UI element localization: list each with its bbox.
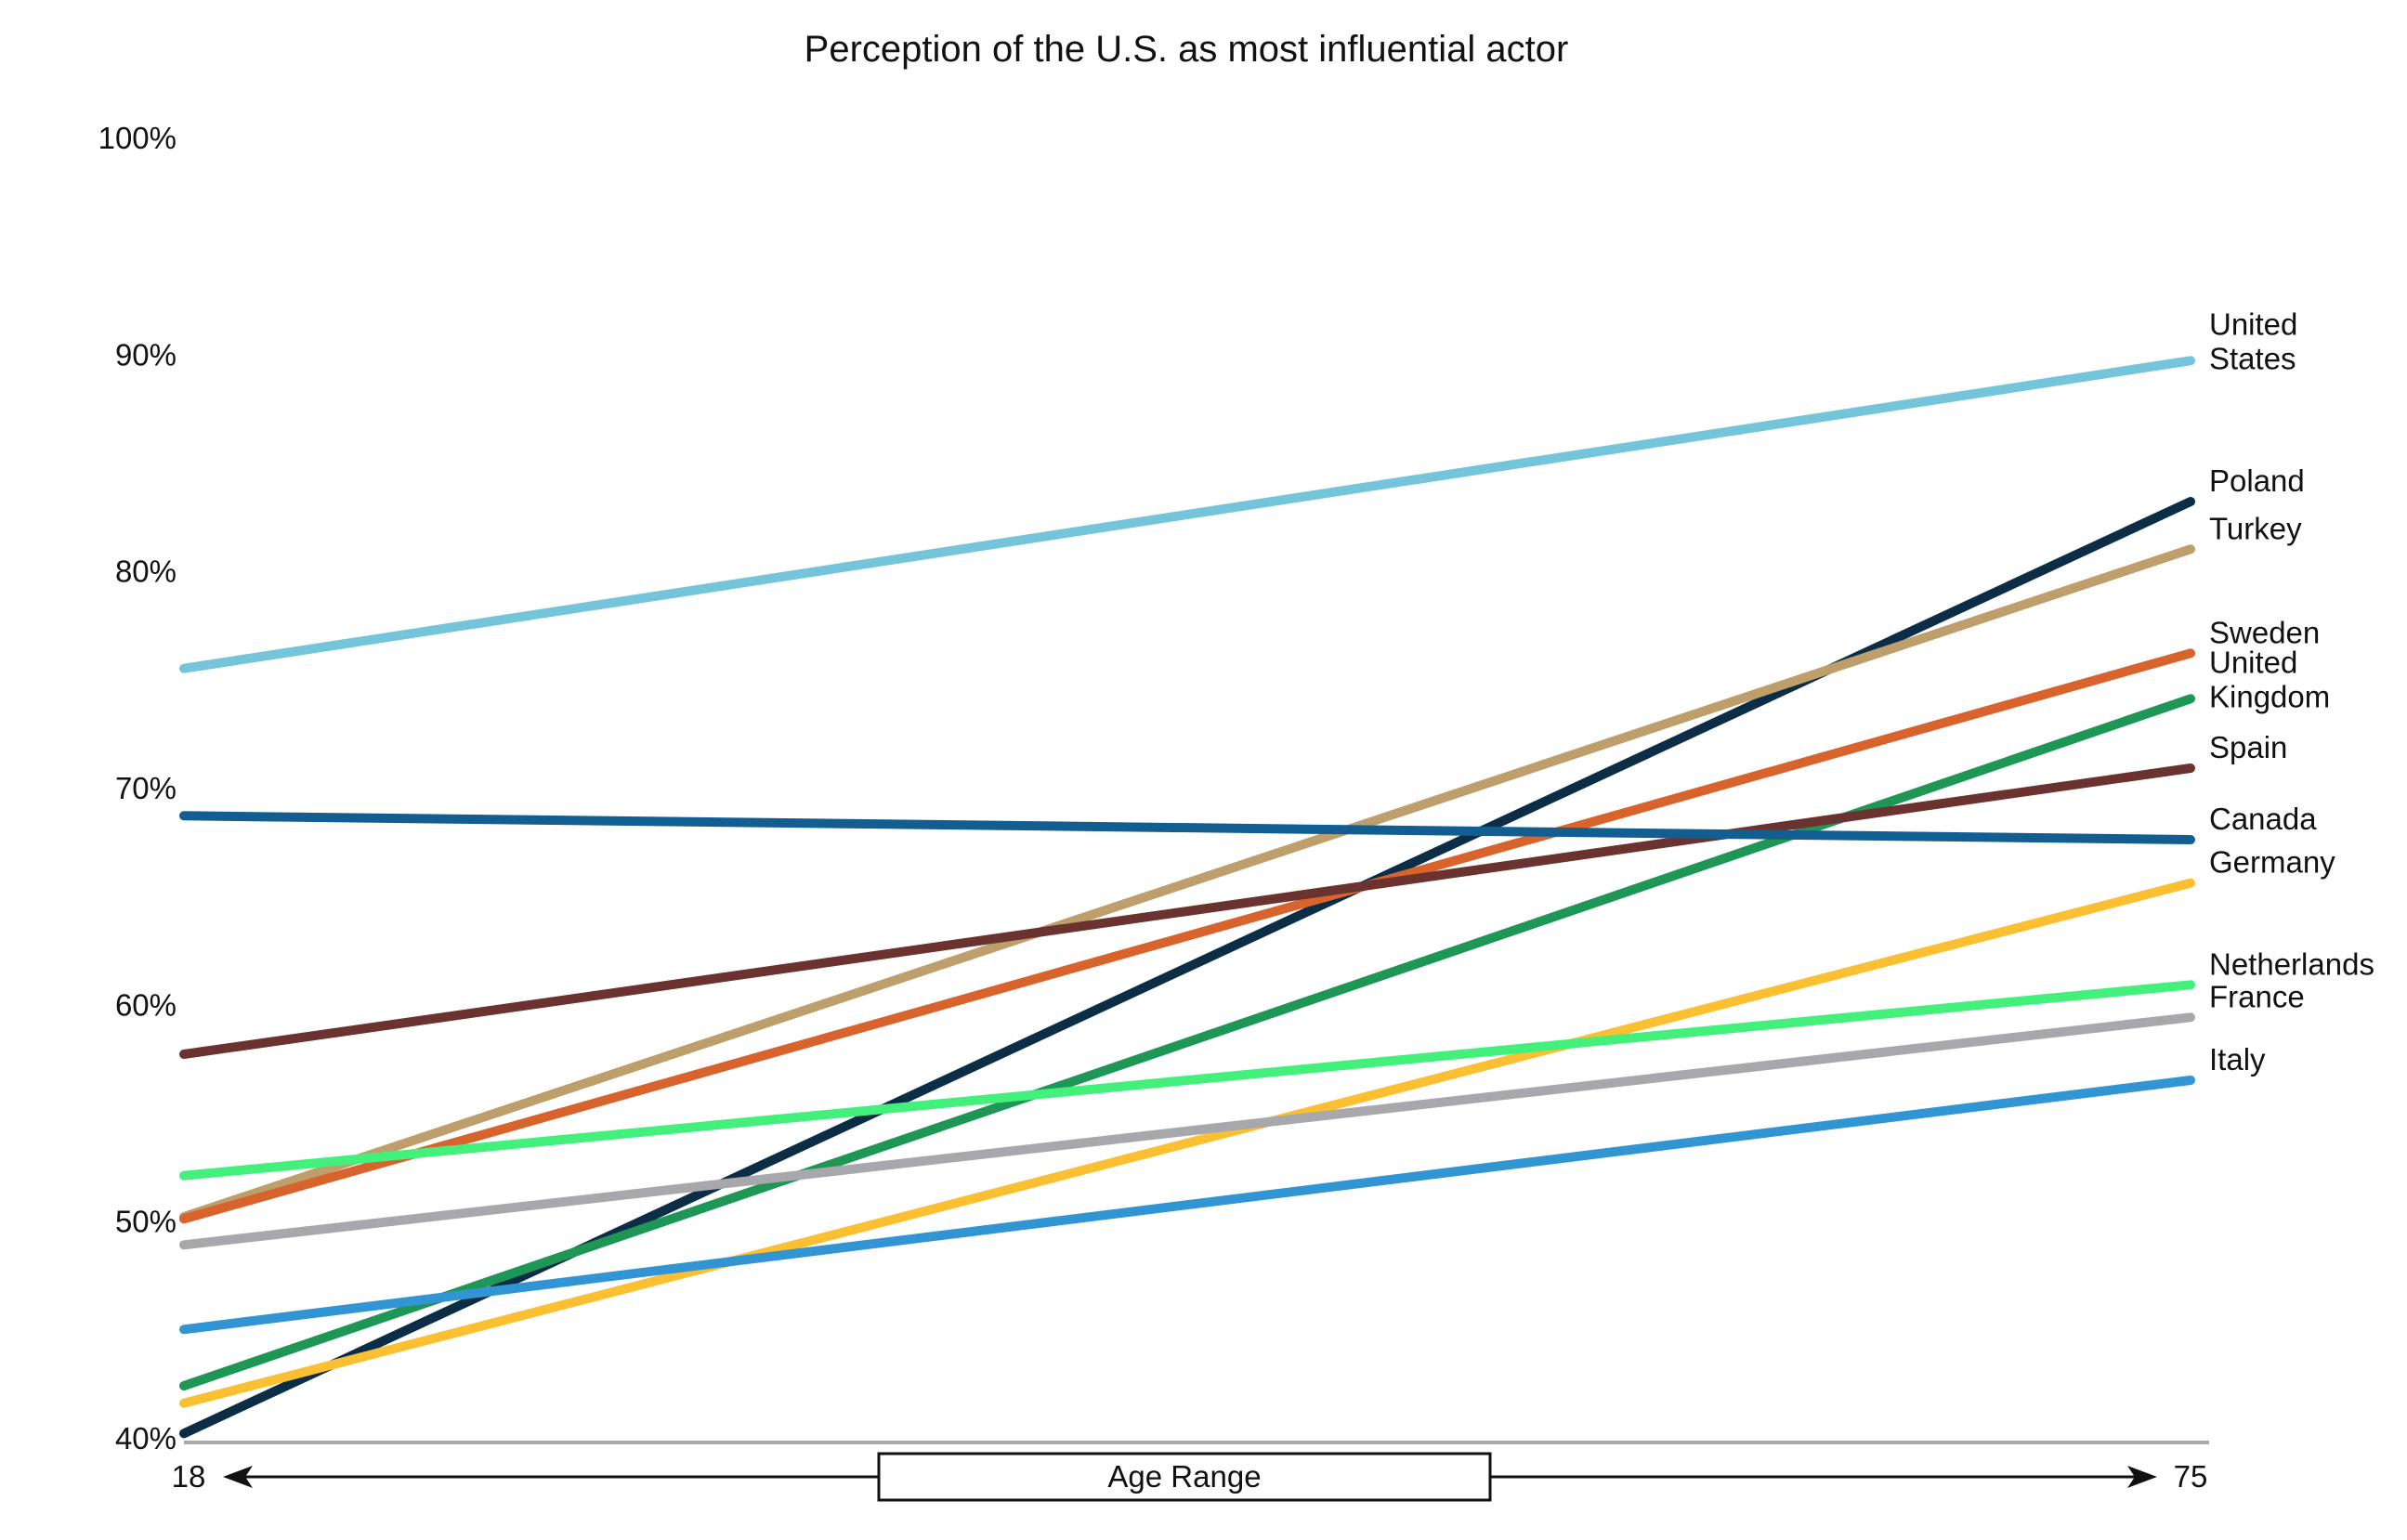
- series-label-spain: Spain: [2209, 730, 2287, 764]
- series-label-germany: Germany: [2209, 845, 2335, 880]
- x-axis: 18 75 Age Range: [172, 1452, 2208, 1502]
- arrow-right-icon: [2127, 1466, 2157, 1488]
- series-label-poland: Poland: [2209, 463, 2305, 498]
- series-line-italy: [179, 1076, 2195, 1335]
- x-tick-label: 18: [172, 1459, 206, 1494]
- series-label-italy: Italy: [2209, 1042, 2266, 1077]
- series-line-spain: [179, 763, 2195, 1059]
- series-label-sweden: Sweden: [2209, 615, 2320, 649]
- y-tick-label: 90%: [115, 337, 177, 372]
- series-line-united-kingdom: [179, 694, 2195, 1390]
- series-line-germany: [179, 878, 2195, 1408]
- series-label-netherlands: Netherlands: [2209, 946, 2374, 981]
- arrow-left-icon: [223, 1466, 253, 1488]
- series-label-turkey: Turkey: [2209, 511, 2302, 545]
- x-axis-title-box: [877, 1452, 1492, 1502]
- y-axis: 40% 50% 60% 70% 80% 90% 100%: [98, 121, 177, 1455]
- series-label-canada: Canada: [2209, 802, 2317, 836]
- y-tick-label: 100%: [98, 121, 177, 155]
- y-tick-label: 80%: [115, 555, 177, 589]
- chart-title: Perception of the U.S. as most influenti…: [805, 29, 1569, 70]
- y-tick-label: 50%: [115, 1205, 177, 1239]
- series-lines: [179, 356, 2195, 1439]
- series-line-sweden: [179, 648, 2195, 1224]
- series-line-turkey: [179, 544, 2195, 1221]
- y-tick-label: 40%: [115, 1421, 177, 1455]
- series-label-france: France: [2209, 979, 2305, 1013]
- series-line-canada: [179, 811, 2195, 844]
- series-line-france: [179, 1012, 2195, 1250]
- x-tick-label: 75: [2174, 1459, 2208, 1494]
- y-tick-label: 60%: [115, 987, 177, 1022]
- series-label-united-states: United States: [2209, 307, 2297, 375]
- series-line-netherlands: [179, 980, 2195, 1181]
- series-label-united-kingdom: United Kingdom: [2209, 645, 2330, 713]
- x-axis-title: Age Range: [1107, 1459, 1261, 1494]
- series-line-united-states: [179, 356, 2195, 673]
- y-tick-label: 70%: [115, 771, 177, 805]
